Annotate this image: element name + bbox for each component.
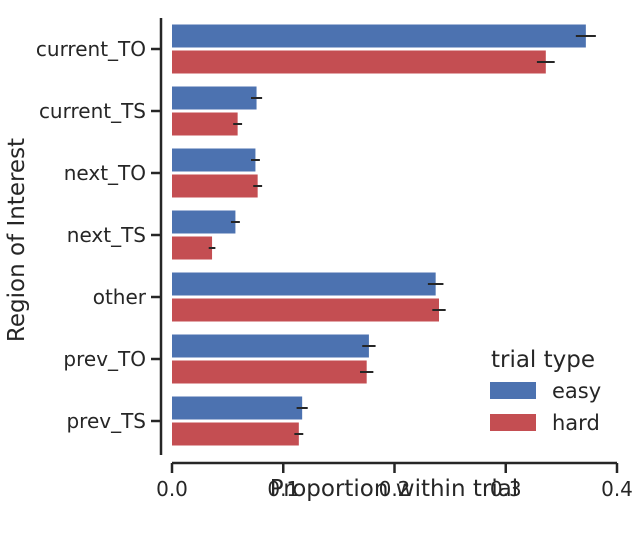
bar-prev_TO-easy <box>172 334 369 358</box>
bar-other-easy <box>172 272 436 296</box>
x-axis-label: Proportion within trial <box>270 476 518 502</box>
y-axis-label: Region of Interest <box>4 138 30 342</box>
x-tick-label-0.4: 0.4 <box>601 477 633 501</box>
x-tick-label-0.3: 0.3 <box>490 477 522 501</box>
bar-next_TO-hard <box>172 174 258 198</box>
y-tick-label-prev_TO: prev_TO <box>63 347 146 371</box>
x-tick-label-0.0: 0.0 <box>156 477 188 501</box>
bar-next_TS-hard <box>172 236 213 260</box>
y-tick-label-prev_TS: prev_TS <box>66 409 146 433</box>
bar-prev_TO-hard <box>172 360 367 384</box>
legend: trial type easy hard <box>490 347 601 435</box>
bar-prev_TS-hard <box>172 422 299 446</box>
error-bars-layer <box>208 35 596 435</box>
y-tick-label-next_TO: next_TO <box>64 161 146 185</box>
bar-prev_TS-easy <box>172 396 303 420</box>
bar-current_TO-easy <box>172 24 586 48</box>
legend-label-hard: hard <box>552 411 600 435</box>
legend-title: trial type <box>491 347 595 373</box>
x-tick-label-0.1: 0.1 <box>267 477 299 501</box>
bar-current_TO-hard <box>172 50 546 74</box>
y-tick-label-current_TO: current_TO <box>36 37 146 61</box>
y-tick-label-other: other <box>93 285 147 309</box>
bar-current_TS-easy <box>172 86 257 110</box>
bar-current_TS-hard <box>172 112 238 136</box>
bar-next_TS-easy <box>172 210 236 234</box>
legend-swatch-hard <box>490 414 536 431</box>
legend-label-easy: easy <box>552 379 601 403</box>
bar-other-hard <box>172 298 439 322</box>
y-tick-label-next_TS: next_TS <box>67 223 146 247</box>
x-tick-label-0.2: 0.2 <box>379 477 411 501</box>
bars-layer <box>172 24 586 446</box>
y-tick-label-current_TS: current_TS <box>39 99 146 123</box>
legend-swatch-easy <box>490 382 536 399</box>
bar-next_TO-easy <box>172 148 256 172</box>
